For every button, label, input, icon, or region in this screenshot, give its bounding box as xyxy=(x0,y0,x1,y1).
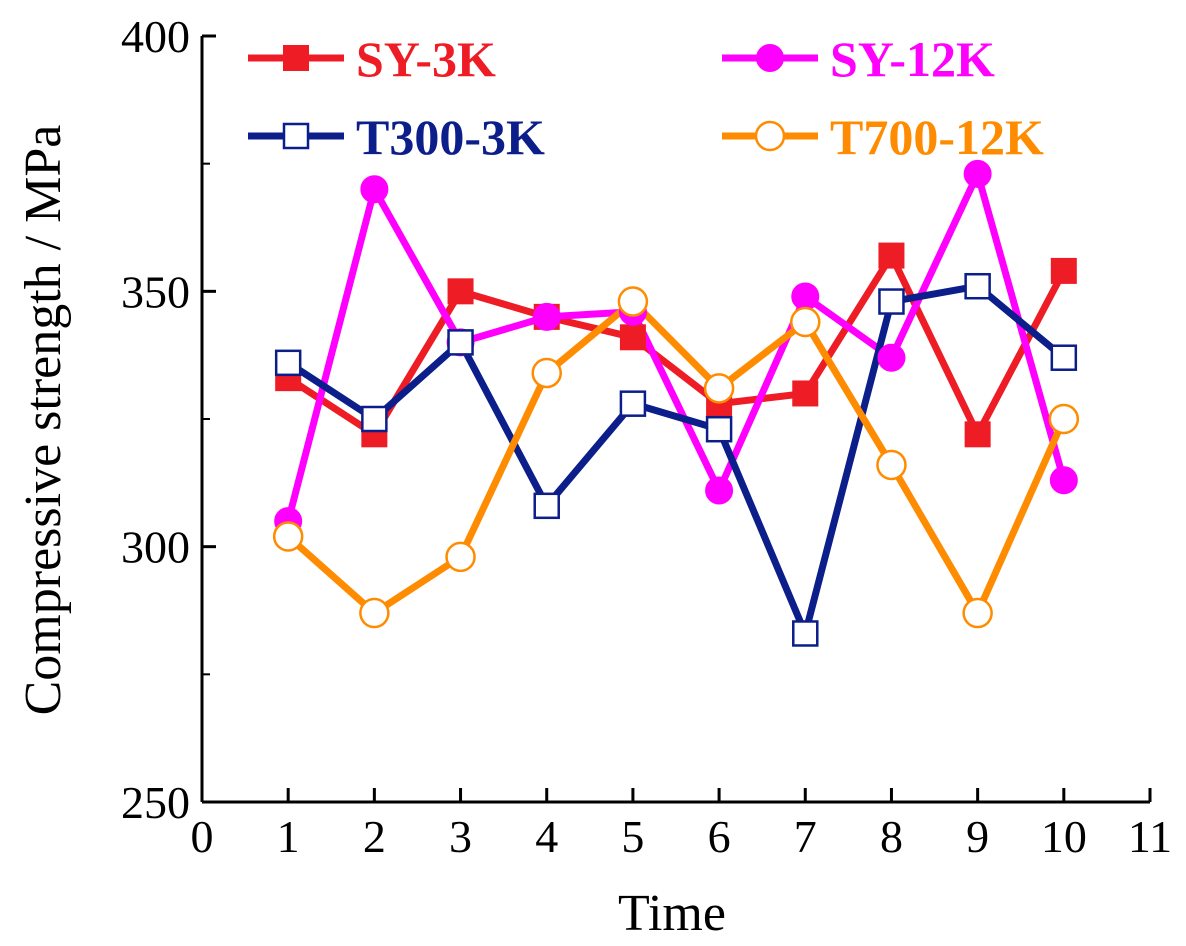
y-tick-label: 350 xyxy=(121,266,190,317)
data-point-sy-3k xyxy=(878,242,905,269)
legend-label: T700-12K xyxy=(830,109,1044,165)
legend-item-t300-3k: T300-3K xyxy=(248,109,545,165)
legend-label: SY-12K xyxy=(830,31,995,87)
x-axis-title: Time xyxy=(618,885,726,942)
x-tick-label: 6 xyxy=(708,811,731,862)
data-point-sy-3k xyxy=(1050,257,1077,284)
legend-swatch-marker xyxy=(283,45,309,71)
series-layer xyxy=(272,159,1080,647)
data-point-sy-12k xyxy=(705,476,734,505)
legend-item-t700-12k: T700-12K xyxy=(722,109,1044,165)
legend-label: SY-3K xyxy=(356,31,496,87)
data-point-sy-3k xyxy=(619,324,646,351)
data-point-sy-12k xyxy=(532,302,561,331)
legend-item-sy-12k: SY-12K xyxy=(722,31,995,87)
data-point-sy-12k xyxy=(877,343,906,372)
data-point-t300-3k xyxy=(619,390,647,417)
x-tick-label: 4 xyxy=(535,811,558,862)
series-line-t300-3k xyxy=(286,282,1067,637)
data-point-sy-12k xyxy=(1049,466,1078,495)
data-point-t700-12k xyxy=(962,597,993,629)
data-point-t700-12k xyxy=(531,357,562,389)
data-point-sy-3k xyxy=(447,278,474,305)
y-tick-label: 250 xyxy=(121,777,190,828)
axes: 0 1 2 3 4 5 6 7 8 9 10 11 250 300 350 400 xyxy=(121,11,1172,862)
legend-item-sy-3k: SY-3K xyxy=(248,31,496,87)
data-point-t700-12k xyxy=(876,449,907,481)
y-axis-title: Compressive strength / MPa xyxy=(15,125,72,716)
x-tick-label: 3 xyxy=(449,811,472,862)
legend-swatch-marker xyxy=(754,120,786,152)
x-tick-label: 10 xyxy=(1041,811,1087,862)
data-point-sy-3k xyxy=(964,421,991,448)
x-tick-label: 8 xyxy=(880,811,903,862)
data-point-t700-12k xyxy=(272,521,304,552)
data-point-t300-3k xyxy=(705,415,733,443)
data-point-t300-3k xyxy=(1050,344,1078,371)
data-point-t300-3k xyxy=(361,405,388,433)
x-tick-label: 1 xyxy=(277,811,300,862)
data-point-t300-3k xyxy=(792,620,819,647)
data-point-sy-3k xyxy=(792,380,819,407)
data-point-t300-3k xyxy=(274,349,302,377)
x-tick-label: 9 xyxy=(966,811,989,862)
x-tick-label: 2 xyxy=(363,811,386,862)
y-tick-label: 400 xyxy=(121,11,190,62)
series-t700-12k xyxy=(285,298,1068,617)
series-sy-3k xyxy=(286,252,1067,438)
series-line-sy-12k xyxy=(284,170,1068,523)
legend-swatch-marker xyxy=(282,122,310,150)
legend-swatch-marker xyxy=(756,44,784,72)
data-point-sy-12k xyxy=(963,159,992,188)
series-sy-12k xyxy=(284,170,1068,523)
data-point-t300-3k xyxy=(878,288,905,315)
x-tick-label: 7 xyxy=(794,811,817,862)
data-point-t300-3k xyxy=(964,272,991,300)
data-point-t300-3k xyxy=(533,492,560,520)
legend: SY-3K SY-12K T300-3K T700-12K xyxy=(248,31,1044,165)
data-point-t700-12k xyxy=(703,373,735,404)
x-tick-label: 5 xyxy=(621,811,644,862)
data-point-sy-12k xyxy=(791,282,820,311)
series-markers-t700-12k xyxy=(272,286,1080,629)
x-tick-label: 0 xyxy=(191,811,214,862)
y-tick-label: 300 xyxy=(121,522,190,573)
data-point-t700-12k xyxy=(790,306,821,338)
data-point-t700-12k xyxy=(359,597,390,629)
legend-label: T300-3K xyxy=(356,109,545,165)
series-t300-3k xyxy=(286,282,1067,637)
series-markers-t300-3k xyxy=(274,272,1078,647)
series-line-sy-3k xyxy=(286,252,1067,438)
series-line-t700-12k xyxy=(285,298,1068,617)
data-point-t700-12k xyxy=(617,286,649,317)
x-tick-label: 11 xyxy=(1128,811,1172,862)
data-point-sy-12k xyxy=(360,175,389,204)
data-point-t700-12k xyxy=(1048,403,1080,435)
data-point-t300-3k xyxy=(447,329,474,356)
data-point-t700-12k xyxy=(445,541,476,573)
